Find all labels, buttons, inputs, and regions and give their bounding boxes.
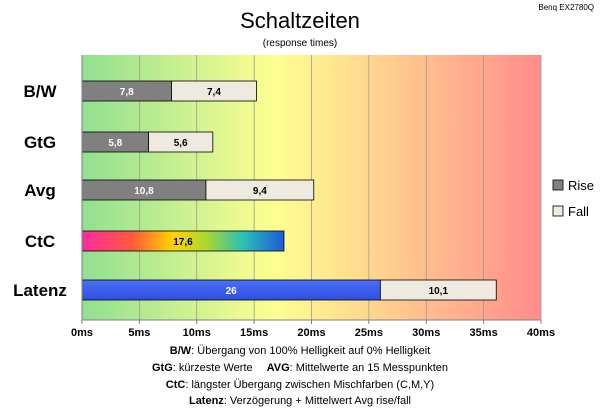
legend-label: Rise xyxy=(568,178,594,193)
footnote-line: Latenz: Verzögerung + Mittelwert Avg ris… xyxy=(189,395,411,407)
bar-label-rise: 26 xyxy=(226,286,238,297)
legend-swatch xyxy=(552,179,564,191)
category-label: GtG xyxy=(24,133,56,152)
category-label: CtC xyxy=(25,232,55,251)
x-tick-label: 35ms xyxy=(470,327,498,339)
x-tick-label: 25ms xyxy=(355,327,383,339)
bar-label-rise: 5,8 xyxy=(108,138,122,149)
x-tick-label: 30ms xyxy=(412,327,440,339)
bars: 7,8 7,4 5,8 5,6 10,8 9,4 17,6 26 10,1 xyxy=(81,80,497,301)
bar-label-rise: 17,6 xyxy=(173,237,193,248)
x-tick-label: 5ms xyxy=(128,327,150,339)
x-tick-label: 0ms xyxy=(71,327,93,339)
legend: Rise Fall xyxy=(552,178,594,219)
bar-label-fall: 7,4 xyxy=(207,87,221,98)
chart-title: Schaltzeiten xyxy=(240,8,360,33)
category-label: Latenz xyxy=(13,281,67,300)
bar-label-rise: 7,8 xyxy=(120,87,134,98)
x-tick-label: 20ms xyxy=(297,327,325,339)
category-label: Avg xyxy=(24,181,56,200)
footnotes: B/W: Übergang von 100% Helligkeit auf 0%… xyxy=(152,345,448,407)
bar-label-fall: 9,4 xyxy=(253,186,267,197)
x-tick-label: 10ms xyxy=(183,327,211,339)
bar-fall-avg xyxy=(205,179,315,201)
legend-label: Fall xyxy=(568,204,589,219)
footnote-line: CtC: längster Übergang zwischen Mischfar… xyxy=(166,379,434,391)
brand-label: Benq EX2780Q xyxy=(538,3,594,12)
bar-fall-latenz xyxy=(379,279,497,301)
footnote-line: B/W: Übergang von 100% Helligkeit auf 0%… xyxy=(170,345,430,357)
bar-fall-gtg xyxy=(148,131,214,153)
footnote-line: GtG: kürzeste Werte AVG: Mittelwerte an 1… xyxy=(152,362,448,374)
bar-label-fall: 10,1 xyxy=(429,286,449,297)
bar-fall-bw xyxy=(171,80,257,102)
legend-swatch xyxy=(552,205,564,217)
x-ticks: 0ms 5ms 10ms 15ms 20ms 25ms 30ms 35ms 40ms xyxy=(71,320,555,339)
bar-label-fall: 5,6 xyxy=(174,138,188,149)
bar-label-rise: 10,8 xyxy=(134,186,154,197)
category-label: B/W xyxy=(23,82,57,101)
x-tick-label: 40ms xyxy=(527,327,555,339)
chart-subtitle: (response times) xyxy=(263,38,337,49)
x-tick-label: 15ms xyxy=(240,327,268,339)
y-labels: B/W GtG Avg CtC Latenz xyxy=(13,82,67,300)
